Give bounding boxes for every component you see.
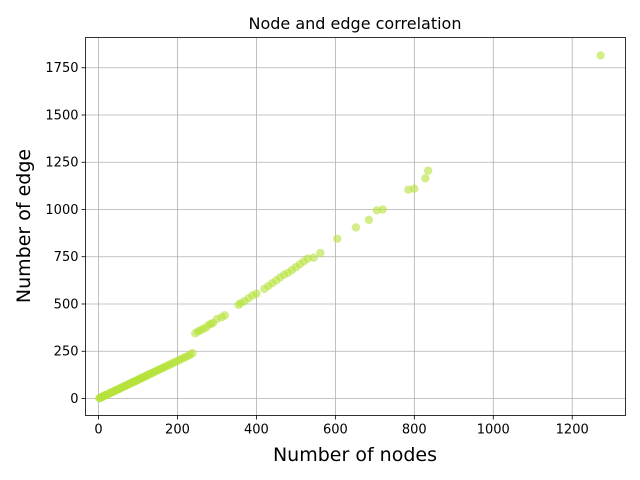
scatter-point bbox=[596, 51, 604, 59]
y-tick-label: 0 bbox=[70, 392, 78, 407]
x-axis-label: Number of nodes bbox=[273, 444, 437, 466]
y-tick-label: 1000 bbox=[45, 203, 78, 218]
y-tick-label: 1750 bbox=[45, 61, 78, 76]
y-tick-label: 250 bbox=[54, 345, 79, 360]
x-tick-label: 800 bbox=[402, 423, 427, 438]
x-tick-label: 600 bbox=[323, 423, 348, 438]
scatter-point bbox=[365, 216, 373, 224]
scatter-point bbox=[424, 167, 432, 175]
scatter-point bbox=[316, 249, 324, 257]
x-tick-label: 0 bbox=[94, 423, 102, 438]
scatter-point bbox=[421, 174, 429, 182]
points-layer bbox=[95, 51, 605, 402]
y-axis-label: Number of edge bbox=[13, 149, 35, 303]
scatter-point bbox=[352, 223, 360, 231]
scatter-point bbox=[333, 235, 341, 243]
x-tick-label: 400 bbox=[244, 423, 269, 438]
y-tick-label: 750 bbox=[54, 250, 79, 265]
scatter-point bbox=[188, 349, 196, 357]
y-tick-label: 1500 bbox=[45, 108, 78, 123]
y-tick-label: 1250 bbox=[45, 156, 78, 171]
x-tick-label: 1000 bbox=[477, 423, 510, 438]
scatter-point bbox=[221, 311, 229, 319]
x-tick-label: 200 bbox=[165, 423, 190, 438]
scatter-point bbox=[379, 205, 387, 213]
chart-title: Node and edge correlation bbox=[249, 14, 462, 33]
scatter-point bbox=[410, 185, 418, 193]
scatter-point bbox=[252, 289, 260, 297]
x-tick-label: 1200 bbox=[556, 423, 589, 438]
y-tick-label: 500 bbox=[54, 297, 79, 312]
